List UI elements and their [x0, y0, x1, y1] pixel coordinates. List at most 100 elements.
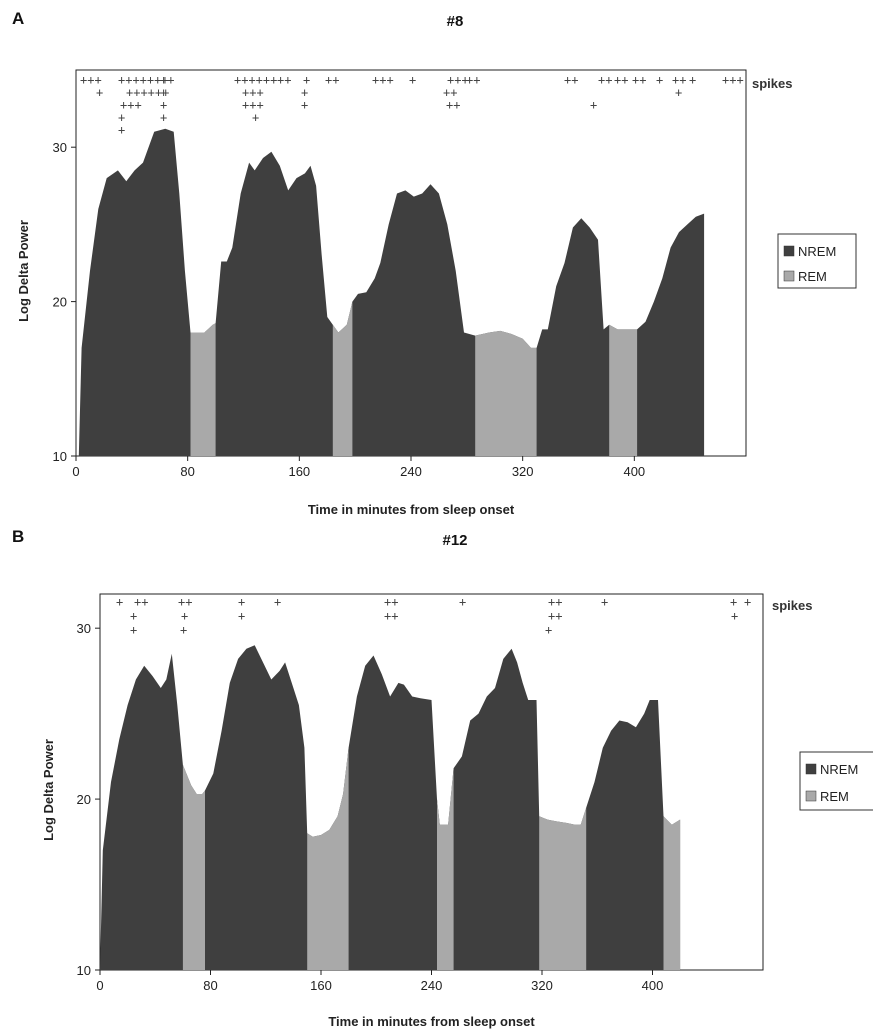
spike-mark: + — [118, 111, 125, 125]
spike-mark: +++++++ — [118, 73, 169, 87]
y-tick-label: 10 — [53, 449, 67, 464]
spike-mark: + — [130, 609, 137, 623]
spike-mark: ++ — [548, 609, 562, 623]
rem-area-2 — [332, 301, 353, 456]
nrem-area — [100, 645, 681, 970]
chart-title: #12 — [442, 532, 467, 549]
spike-mark: + — [656, 73, 663, 87]
rem-area-1 — [182, 764, 205, 970]
spike-mark: + — [744, 595, 751, 609]
spike-mark: ++ — [548, 595, 562, 609]
legend-swatch-nrem — [805, 763, 817, 775]
spike-mark: + — [130, 623, 137, 637]
spike-mark: ++++++ — [126, 86, 169, 100]
x-tick-label: 80 — [203, 978, 217, 993]
rem-area-2 — [307, 747, 349, 970]
spike-mark: +++ — [242, 86, 264, 100]
legend-label-rem: REM — [798, 269, 827, 284]
y-tick-label: 20 — [77, 792, 91, 807]
spike-mark: + — [545, 623, 552, 637]
x-axis-label: Time in minutes from sleep onset — [328, 1014, 535, 1029]
spike-mark: ++ — [134, 595, 148, 609]
spike-mark: + — [180, 623, 187, 637]
spike-mark: ++ — [632, 73, 646, 87]
spike-mark: + — [252, 111, 259, 125]
spike-mark: + — [118, 123, 125, 137]
spike-mark: ++ — [446, 98, 460, 112]
spike-mark: +++ — [80, 73, 102, 87]
spikes-label: spikes — [772, 598, 812, 613]
spikes-label: spikes — [752, 76, 792, 91]
spike-mark: + — [160, 98, 167, 112]
rem-area-4 — [539, 807, 587, 970]
spike-mark: ++ — [672, 73, 686, 87]
x-tick-label: 240 — [421, 978, 443, 993]
panel-letter: B — [12, 527, 24, 546]
rem-area-3 — [475, 330, 537, 456]
rem-area-4 — [609, 324, 638, 456]
x-tick-label: 0 — [96, 978, 103, 993]
legend: NREM REM — [799, 751, 873, 811]
legend-label-nrem: NREM — [798, 244, 836, 259]
spike-mark: + — [409, 73, 416, 87]
x-axis-label: Time in minutes from sleep onset — [308, 502, 515, 517]
spike-mark: + — [601, 595, 608, 609]
legend-swatch-rem — [783, 270, 795, 282]
y-tick-label: 20 — [53, 295, 67, 310]
legend-swatch-nrem — [783, 245, 795, 257]
spike-mark: +++ — [120, 98, 142, 112]
legend-swatch-rem — [805, 790, 817, 802]
spike-mark: + — [160, 86, 167, 100]
y-tick-label: 30 — [53, 140, 67, 155]
spike-mark: +++ — [242, 98, 264, 112]
y-axis-label: Log Delta Power — [16, 220, 31, 322]
spike-mark: ++ — [384, 595, 398, 609]
spike-mark: +++ — [372, 73, 394, 87]
spike-mark: ++++++ — [234, 73, 277, 87]
spike-mark: + — [459, 595, 466, 609]
x-tick-label: 0 — [72, 464, 79, 479]
spike-mark: ++ — [160, 73, 174, 87]
x-tick-label: 400 — [623, 464, 645, 479]
spike-mark: ++ — [325, 73, 339, 87]
spike-mark: + — [731, 609, 738, 623]
spike-mark: +++ — [447, 73, 469, 87]
spike-mark: + — [689, 73, 696, 87]
nrem-area — [78, 128, 705, 456]
rem-area-1 — [190, 323, 216, 456]
spike-mark: + — [675, 86, 682, 100]
x-tick-label: 160 — [310, 978, 332, 993]
spike-mark: ++ — [466, 73, 480, 87]
spike-mark: ++ — [598, 73, 612, 87]
chart-title: #8 — [447, 13, 464, 30]
spike-mark: + — [238, 609, 245, 623]
x-tick-label: 320 — [531, 978, 553, 993]
rem-area-5 — [663, 816, 681, 970]
chart-panel-a: 0 80 160 240 320 400 10 20 30 A #8 Time in minutes … — [12, 9, 857, 517]
panel-letter: A — [12, 9, 24, 28]
spike-mark: + — [160, 111, 167, 125]
spike-mark: + — [96, 86, 103, 100]
x-tick-label: 240 — [400, 464, 422, 479]
spike-mark: ++ — [614, 73, 628, 87]
x-tick-label: 80 — [180, 464, 194, 479]
spike-mark: + — [274, 595, 281, 609]
x-tick-label: 320 — [512, 464, 534, 479]
spike-mark: ++ — [178, 595, 192, 609]
legend-label-rem: REM — [820, 789, 849, 804]
y-tick-label: 30 — [77, 621, 91, 636]
legend: NREM REM — [777, 233, 857, 289]
spike-mark: + — [116, 595, 123, 609]
spike-mark: ++ — [564, 73, 578, 87]
spike-mark: + — [590, 98, 597, 112]
spike-mark: +++ — [722, 73, 744, 87]
chart-panel-b: 0 80 160 240 320 400 10 20 30 B #12 Time in minutes… — [12, 527, 873, 1029]
spike-mark: + — [301, 86, 308, 100]
spike-mark: + — [301, 98, 308, 112]
spike-mark: ++ — [443, 86, 457, 100]
spike-mark: ++ — [384, 609, 398, 623]
y-tick-label: 10 — [77, 963, 91, 978]
spike-mark: + — [303, 73, 310, 87]
rem-area-3 — [437, 768, 454, 970]
